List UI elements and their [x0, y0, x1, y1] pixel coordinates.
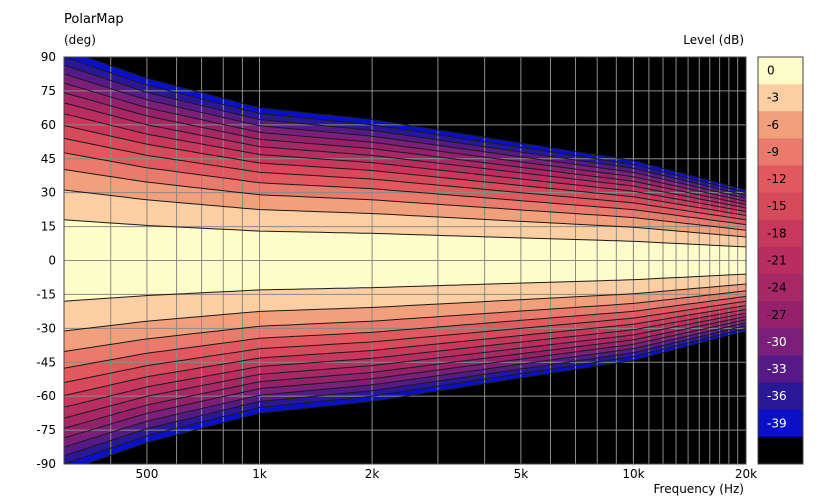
chart-title: PolarMap — [64, 12, 124, 27]
x-tick-label: 1k — [252, 467, 267, 481]
contour-line — [64, 327, 746, 464]
colorbar-tick-label: -12 — [767, 172, 787, 186]
colorbar: 0 -3 -6 -9 -12 -15 -18 -21 -24 -27 -30 -33 -36 -39 — [757, 56, 804, 465]
y-tick-label: -30 — [36, 321, 56, 335]
y-tick-label: -15 — [36, 287, 56, 301]
colorbar-tick-label: -30 — [767, 335, 787, 349]
contour-line — [64, 137, 746, 221]
y-tick-label: 75 — [41, 84, 56, 98]
colorbar-swatch — [758, 84, 803, 112]
colorbar-swatch — [758, 57, 803, 85]
colorbar-swatch — [758, 192, 803, 221]
plot-area — [64, 57, 746, 464]
contour-line — [64, 315, 746, 429]
contour-line — [64, 57, 746, 194]
contour-line — [64, 300, 746, 384]
contour-line — [84, 57, 746, 191]
colorbar-swatch — [758, 111, 803, 139]
contour-line — [64, 308, 746, 408]
contour-line — [64, 295, 746, 369]
y-tick-label: 0 — [48, 254, 56, 268]
contour-line — [64, 325, 746, 457]
colorbar-swatch — [758, 246, 803, 275]
contour-line — [64, 312, 746, 419]
contour-line — [64, 113, 746, 213]
contour-line — [64, 219, 746, 248]
plot-frame — [63, 56, 747, 465]
x-tick-label: 10k — [622, 467, 644, 481]
x-tick-label: 500 — [136, 467, 159, 481]
contour-line — [64, 290, 746, 352]
colorbar-tick-label: -24 — [767, 281, 787, 295]
x-tick-labels: 500 1k 2k 5k 10k 20k — [136, 467, 758, 481]
colorbar-swatch — [758, 165, 803, 194]
y-tick-label: -90 — [36, 457, 56, 471]
contour-line — [84, 330, 746, 464]
y-tick-label: -45 — [36, 355, 56, 369]
colorbar-label: Level (dB) — [683, 33, 744, 47]
colorbar-frame — [757, 56, 804, 465]
x-tick-label: 5k — [514, 467, 529, 481]
contour-line — [64, 322, 746, 448]
colorbar-swatch — [758, 138, 803, 167]
x-tick-label: 20k — [735, 467, 757, 481]
y-tick-label: 60 — [41, 118, 56, 132]
colorbar-swatch — [758, 274, 803, 302]
colorbar-swatch — [758, 409, 803, 438]
colorbar-tick-label: -33 — [767, 362, 787, 376]
colorbar-tick-label: -39 — [767, 416, 787, 430]
colorbar-tick-label: -9 — [767, 145, 779, 159]
colorbar-tick-label: -21 — [767, 254, 787, 268]
contour-line — [64, 152, 746, 226]
contour-line — [64, 273, 746, 302]
colorbar-swatch — [758, 355, 803, 384]
y-tick-label: 30 — [41, 186, 56, 200]
y-tick-label: 15 — [41, 220, 56, 234]
y-tick-label: -75 — [36, 423, 56, 437]
contour-line — [64, 92, 746, 206]
colorbar-swatch — [758, 328, 803, 356]
y-tick-label: 90 — [41, 50, 56, 64]
contour-line — [64, 82, 746, 202]
x-tick-label: 2k — [365, 467, 380, 481]
y-axis-unit: (deg) — [64, 33, 96, 47]
colorbar-tick-label: -36 — [767, 389, 787, 403]
colorbar-swatch — [758, 219, 803, 248]
y-tick-labels: 90 75 60 45 30 15 0 -15 -30 -45 -60 -75 -90 — [36, 50, 56, 471]
colorbar-tick-label: -18 — [767, 226, 787, 240]
contour-line — [64, 283, 746, 332]
contour-line — [64, 64, 746, 196]
y-tick-label: 45 — [41, 152, 56, 166]
contour-line — [64, 73, 746, 199]
x-axis-label: Frequency (Hz) — [653, 482, 745, 496]
colorbar-swatch — [758, 382, 803, 411]
y-tick-label: -60 — [36, 389, 56, 403]
contour-line — [64, 125, 746, 216]
contour-line — [64, 305, 746, 396]
colorbar-tick-label: 0 — [767, 64, 775, 78]
colorbar-tick-label: -3 — [767, 91, 779, 105]
contour-line — [64, 102, 746, 209]
contour-lines — [64, 57, 746, 464]
colorbar-tick-label: -6 — [767, 118, 779, 132]
colorbar-swatch — [758, 436, 803, 465]
colorbar-tick-label: -27 — [767, 308, 787, 322]
colorbar-tick-label: -15 — [767, 199, 787, 213]
contour-line — [64, 319, 746, 439]
contour-line — [64, 189, 746, 238]
colorbar-swatch — [758, 301, 803, 329]
contour-line — [64, 169, 746, 231]
